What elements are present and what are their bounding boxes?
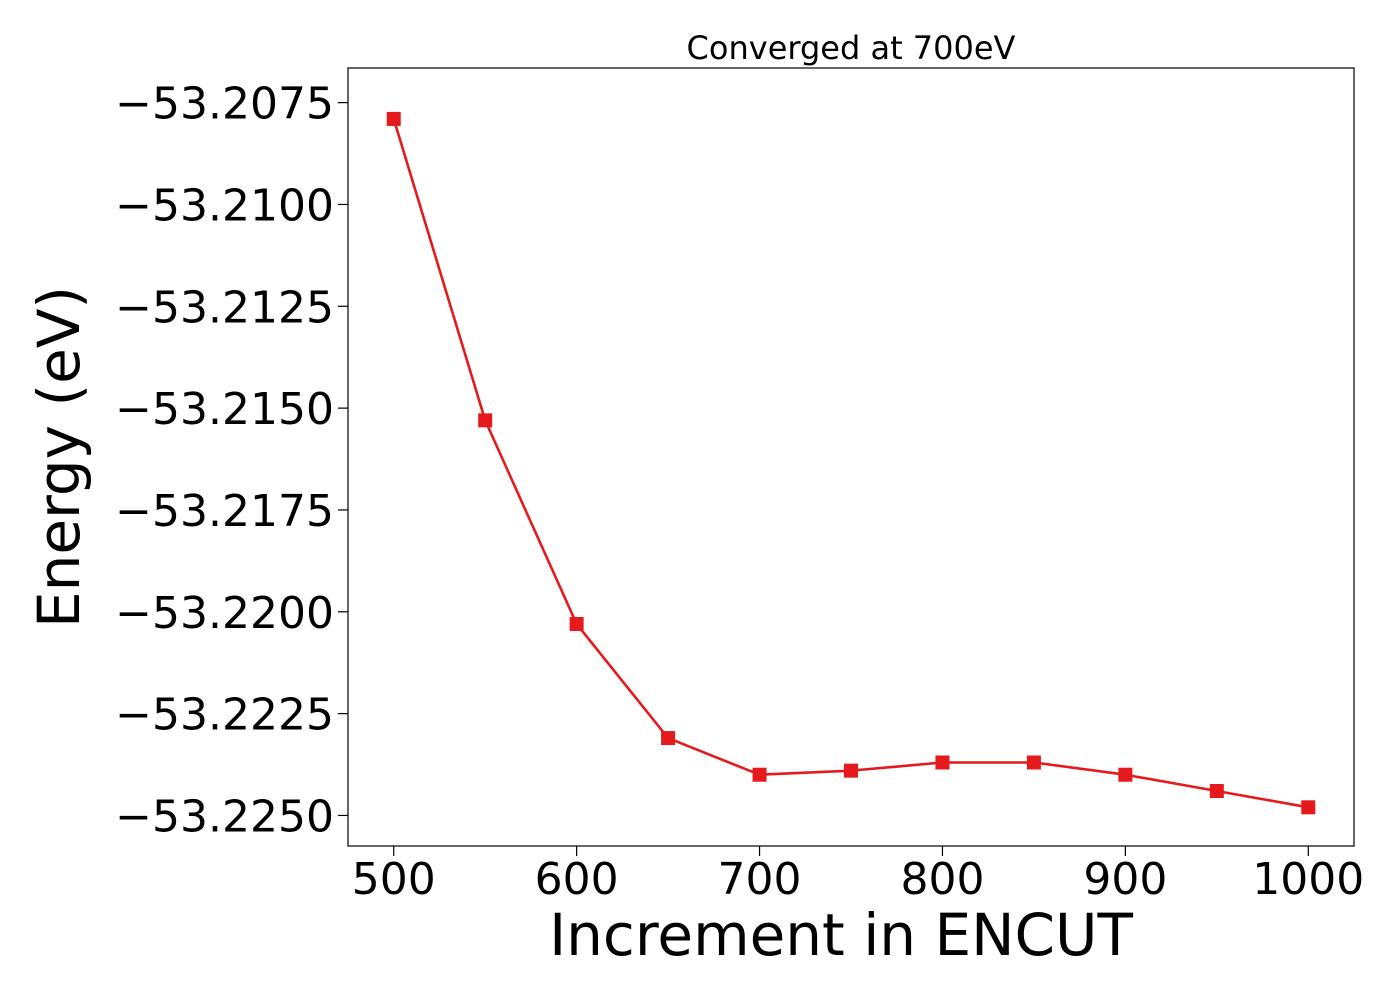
- plot-area-frame: [347, 67, 1355, 847]
- data-point-marker: [1209, 784, 1224, 799]
- x-tick-label: 900: [1083, 854, 1167, 905]
- y-tick-label: −53.2100: [115, 180, 334, 231]
- y-tick-label: −53.2125: [115, 282, 334, 333]
- series-line: [392, 118, 1309, 809]
- x-tick-label: 700: [718, 854, 802, 905]
- y-axis-label: Energy (eV): [25, 286, 93, 628]
- data-point-marker: [752, 767, 767, 782]
- x-tick-label: 800: [900, 854, 984, 905]
- data-point-marker: [661, 731, 676, 746]
- y-tick-label: −53.2250: [115, 791, 334, 842]
- data-point-marker: [1301, 800, 1316, 815]
- data-point-marker: [1118, 767, 1133, 782]
- x-axis-label: Increment in ENCUT: [549, 901, 1133, 969]
- y-tick-label: −53.2075: [115, 79, 334, 130]
- data-point-marker: [569, 617, 584, 632]
- y-axis-ticks: −53.2075 −53.2100 −53.2125 −53.2150 −53.2175…: [115, 79, 348, 842]
- data-point-marker: [1026, 755, 1041, 770]
- x-tick-label: 600: [535, 854, 619, 905]
- y-tick-label: −53.2150: [115, 384, 334, 435]
- chart-title: Converged at 700eV: [687, 29, 1016, 67]
- y-tick-label: −53.2200: [115, 588, 334, 639]
- data-point-marker: [935, 755, 950, 770]
- y-tick-label: −53.2175: [115, 486, 334, 537]
- data-point-marker: [844, 763, 858, 778]
- x-tick-label: 500: [352, 854, 436, 905]
- y-tick-label: −53.2225: [115, 690, 334, 741]
- data-point-marker: [386, 111, 401, 126]
- x-tick-label: 1000: [1252, 854, 1364, 905]
- x-axis-ticks: 500 600 700 800 900 1000: [352, 846, 1364, 905]
- series-layer: [386, 111, 1316, 815]
- data-point-marker: [478, 413, 493, 428]
